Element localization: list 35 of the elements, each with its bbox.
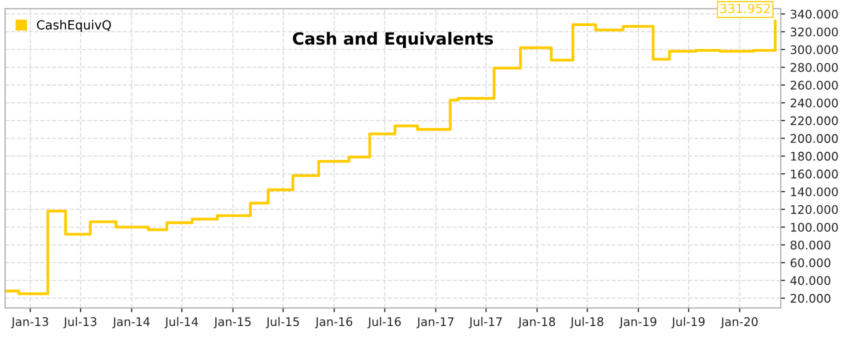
annotation: 331.952: [720, 4, 770, 14]
y-tick-label: 240.000: [790, 98, 838, 108]
x-tick-label: Jul-16: [367, 316, 401, 328]
y-tick-label: 80.000: [790, 240, 830, 250]
y-tick-label: 340.000: [790, 10, 838, 19]
x-tick-label: Jan-14: [112, 317, 150, 328]
y-tick-label: 320.000: [790, 27, 838, 36]
y-tick-label: 220.000: [790, 116, 838, 126]
x-tick-label: Jul-14: [164, 316, 198, 328]
x-tick-label: Jul-17: [468, 316, 502, 328]
x-tick-label: Jan-16: [314, 317, 352, 328]
y-tick-label: 260.000: [790, 80, 838, 90]
y-tick-label: 100.000: [791, 222, 838, 232]
y-tick-label: 120.000: [791, 205, 838, 214]
text: Cash and Equivalents: [292, 32, 493, 48]
y-tick-label: 140.000: [791, 187, 838, 196]
x-tick-label: Jan-17: [416, 317, 454, 328]
x-tick-label: Jul-18: [570, 316, 604, 328]
y-tick-label: 200.000: [790, 134, 838, 143]
x-tick-label: Jan-15: [214, 317, 251, 328]
x-tick-label: Jan-13: [10, 317, 48, 328]
x-tick-label: Jan-20: [720, 317, 758, 328]
legend-label: CashEquivQ: [37, 20, 111, 32]
y-tick-label: 180.000: [791, 152, 838, 161]
y-tick-label: 280.000: [790, 62, 838, 72]
x-tick-label: Jan-18: [518, 317, 556, 328]
x-tick-label: Jan-19: [619, 317, 656, 328]
y-tick-label: 60.000: [790, 258, 830, 268]
y-tick-label: 20.000: [790, 294, 830, 303]
x-tick-label: Jul-13: [63, 316, 96, 328]
y-tick-label: 300.000: [790, 45, 838, 54]
x-tick-label: Jul-19: [671, 316, 705, 328]
x-tick-label: Jul-15: [266, 316, 299, 328]
y-tick-label: 160.000: [791, 170, 838, 178]
y-tick-label: 40.000: [790, 276, 830, 286]
